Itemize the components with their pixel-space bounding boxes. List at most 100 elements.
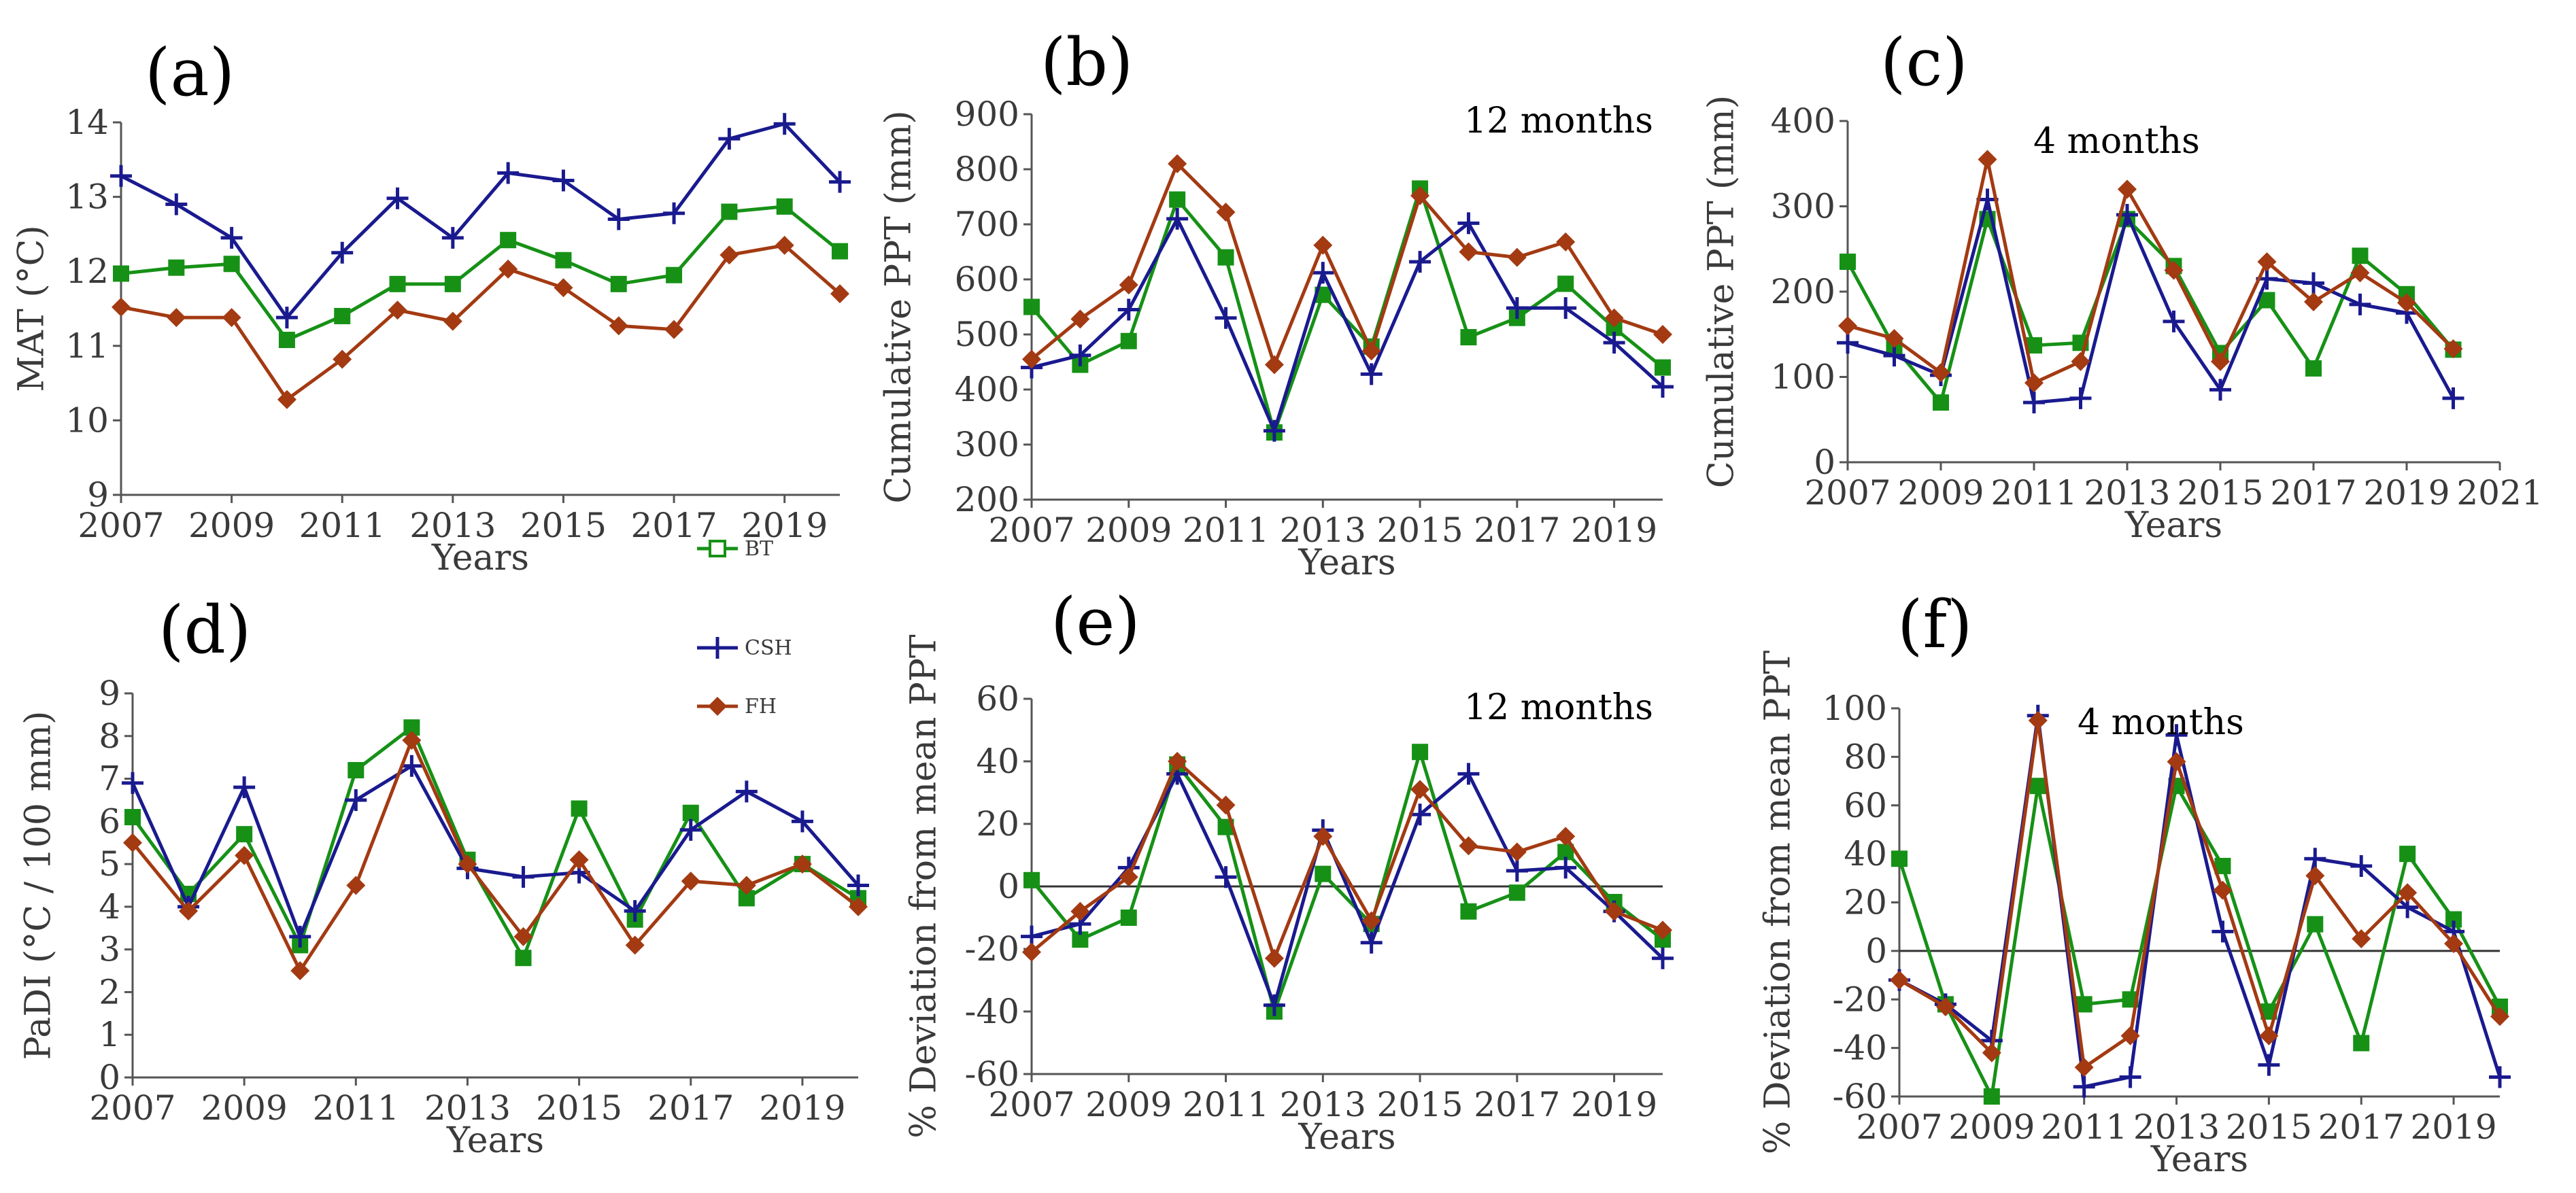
data-point-fh (792, 854, 812, 874)
data-point-csh (663, 202, 685, 224)
series-line-csh (1031, 772, 1664, 1007)
data-point-bt (223, 256, 240, 273)
data-point-fh (2211, 351, 2230, 371)
y-tick-label: -20 (964, 929, 1019, 969)
data-point-fh (1313, 235, 1333, 255)
data-point-csh (1883, 345, 1905, 367)
x-tick-label: 2009 (1085, 511, 1172, 550)
x-tick-label: 2011 (1990, 473, 2077, 513)
y-tick-label: 0 (998, 867, 1019, 906)
data-point-bt (721, 203, 738, 220)
data-point-csh (220, 226, 243, 249)
legend: BT CSH FH (697, 537, 792, 719)
x-tick-label: 2011 (2041, 1107, 2127, 1147)
data-point-csh (2163, 310, 2185, 332)
x-tick-label: 2019 (759, 1088, 845, 1128)
data-point-csh (2073, 1075, 2095, 1098)
x-tick-label: 2009 (1085, 1085, 1172, 1124)
x-tick-label: 2007 (988, 511, 1074, 550)
series-bt (1840, 211, 2462, 411)
data-point-bt (348, 762, 365, 778)
data-point-bt (334, 307, 351, 324)
data-point-fh (1978, 150, 1997, 169)
y-tick-label: 900 (955, 94, 1019, 134)
data-point-fh (1604, 901, 1624, 921)
data-point-fh (1653, 920, 1672, 940)
y-tick-label: 20 (976, 804, 1019, 844)
series-line-bt (120, 205, 841, 342)
data-point-csh (1837, 332, 1859, 354)
data-point-fh (1556, 232, 1576, 252)
x-axis-title: Years (2150, 1139, 2248, 1180)
y-tick-label: 1 (99, 1015, 120, 1054)
x-tick-label: 2017 (647, 1088, 734, 1128)
data-point-bt (1023, 871, 1040, 888)
data-point-csh (1166, 207, 1189, 230)
data-point-fh (1216, 795, 1236, 815)
data-point-bt (1557, 275, 1574, 292)
x-tick-label: 2013 (2084, 473, 2170, 513)
data-point-fh (1022, 942, 1041, 962)
data-point-csh (1312, 262, 1334, 284)
data-point-csh (607, 208, 630, 230)
x-tick-label: 2021 (2456, 473, 2543, 513)
data-point-csh (1409, 251, 1431, 273)
y-axis-title: MAT (°C) (12, 225, 52, 392)
y-tick-label: 14 (65, 103, 109, 142)
data-point-csh (1457, 763, 1480, 785)
data-point-csh (122, 772, 143, 794)
legend-item-bt: BT (697, 537, 773, 561)
data-point-bt (1120, 332, 1137, 349)
data-point-bt (2307, 916, 2324, 933)
data-point-csh (289, 925, 311, 948)
data-point-bt (2399, 846, 2416, 863)
data-point-bt (2352, 247, 2369, 264)
data-point-csh (847, 874, 869, 897)
data-point-bt (113, 265, 129, 282)
data-point-fh (346, 876, 366, 895)
x-tick-label: 2017 (630, 506, 717, 545)
data-point-fh (402, 731, 422, 750)
data-point-fh (1935, 997, 1955, 1016)
data-point-fh (179, 901, 199, 921)
data-point-bt (666, 266, 683, 283)
data-point-bt (515, 950, 532, 967)
data-point-csh (497, 162, 520, 184)
data-point-csh (1506, 860, 1528, 882)
data-point-csh (110, 165, 132, 187)
x-tick-label: 2007 (89, 1088, 175, 1128)
data-point-csh (1215, 866, 1237, 888)
data-point-csh (1263, 419, 1285, 442)
y-tick-label: 40 (1844, 834, 1887, 874)
data-point-bt (1460, 903, 1477, 920)
series-line-fh (1847, 157, 2455, 385)
data-point-fh (554, 278, 573, 298)
data-point-fh (1264, 355, 1284, 375)
data-point-fh (235, 846, 254, 865)
x-tick-label: 2007 (1804, 473, 1891, 513)
panel-letter: (b) (1040, 24, 1133, 101)
data-point-fh (609, 316, 628, 336)
data-point-bt (1840, 254, 1856, 271)
y-tick-label: 9 (99, 674, 120, 713)
y-tick-label: 300 (1771, 187, 1835, 226)
data-point-bt (1891, 850, 1908, 867)
y-tick-label: 500 (955, 315, 1019, 354)
x-tick-label: 2011 (1183, 511, 1269, 550)
x-axis-title: Years (431, 538, 529, 578)
series-csh (110, 113, 851, 329)
data-point-fh (498, 259, 518, 279)
data-point-csh (401, 755, 423, 777)
x-axis-title: Years (2124, 505, 2222, 546)
data-point-fh (2304, 292, 2323, 312)
x-axis-title: Years (1298, 1117, 1395, 1158)
data-point-csh (441, 226, 464, 249)
x-tick-label: 2019 (2363, 473, 2450, 513)
panel-e: -60 -40 -20 0 20 40 60 2007 2009 2011 2013 2015 2017… (904, 584, 1674, 1158)
data-point-fh (458, 854, 477, 874)
x-tick-label: 2019 (1571, 511, 1657, 550)
data-point-csh (2119, 1066, 2141, 1088)
data-point-fh (2120, 1026, 2140, 1045)
data-point-fh (1410, 780, 1430, 799)
